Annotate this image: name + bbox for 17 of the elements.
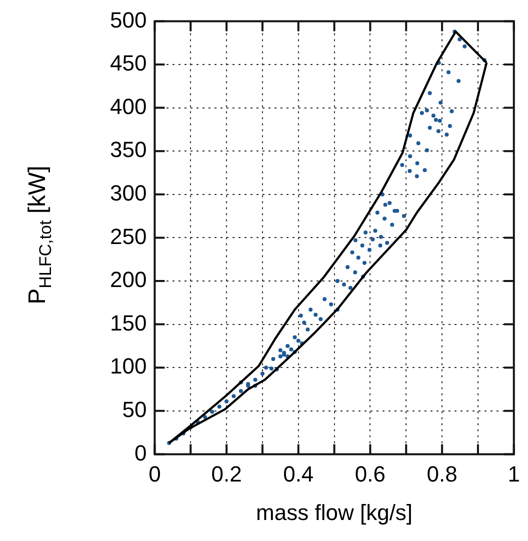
y-tick-label: 450 [110, 50, 147, 76]
x-tick-label: 0.8 [426, 461, 458, 486]
y-tick-label: 200 [110, 267, 147, 292]
y-tick-label: 150 [110, 310, 147, 336]
x-tick-label: 0.2 [211, 461, 242, 486]
y-tick-label: 400 [110, 94, 147, 119]
x-tick-label: 0.6 [354, 461, 386, 486]
y-tick-label: 0 [134, 440, 147, 466]
y-tick-label: 250 [110, 224, 147, 249]
y-tick-label: 350 [110, 137, 147, 162]
x-tick-label: 0.4 [283, 461, 314, 486]
y-tick-label: 50 [122, 396, 147, 422]
y-tick-label: 300 [110, 180, 147, 206]
y-tick-label: 500 [110, 7, 147, 32]
x-tick-label: 1 [508, 461, 520, 486]
x-axis-title: mass flow [kg/s] [256, 500, 413, 525]
y-tick-label: 100 [110, 354, 147, 379]
